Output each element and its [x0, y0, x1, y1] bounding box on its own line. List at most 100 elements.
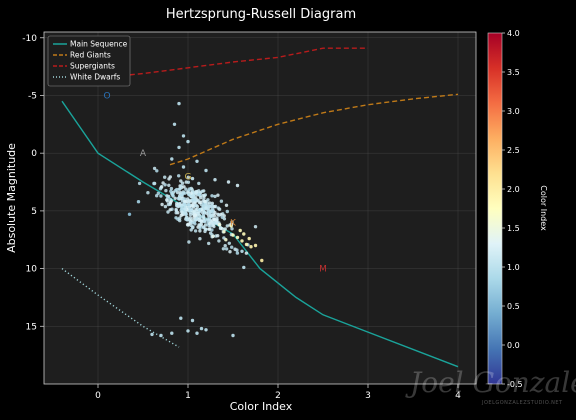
star-point — [213, 178, 217, 182]
star-point — [191, 203, 195, 207]
colorbar-tick-label: 1.0 — [507, 263, 520, 272]
star-point — [178, 218, 182, 223]
star-point — [137, 181, 142, 186]
x-axis: 0 1 2 3 4 — [95, 384, 461, 401]
star-point — [171, 194, 175, 198]
star-point — [210, 221, 214, 226]
star-point — [180, 193, 184, 197]
star-point — [216, 234, 220, 238]
colorbar-tick-label: 1.5 — [507, 224, 520, 233]
colorbar-tick-label: 2.5 — [507, 146, 520, 155]
star-point — [193, 200, 197, 205]
colorbar-ticks: -0.5 0.0 0.5 1.0 1.5 2.0 2.5 3.0 3.5 4.0 — [502, 29, 523, 389]
star-point — [199, 326, 204, 331]
star-point — [244, 251, 249, 255]
star-point — [190, 176, 195, 181]
star-point — [207, 201, 212, 205]
star-point — [193, 229, 198, 233]
legend-label-main-sequence: Main Sequence — [70, 40, 128, 49]
star-point — [198, 237, 202, 241]
star-point — [198, 223, 202, 227]
plot-background — [44, 32, 476, 384]
star-point — [176, 204, 181, 209]
plot-frame — [43, 31, 477, 385]
star-point — [166, 210, 170, 214]
x-tick-label: 2 — [275, 391, 281, 401]
star-point — [202, 189, 206, 193]
star-point — [180, 205, 184, 209]
star-point — [174, 216, 178, 220]
star-point — [249, 245, 253, 249]
spectral-label-m: M — [319, 265, 327, 275]
colorbar-tick-label: 3.5 — [507, 68, 520, 77]
x-tick-label: 0 — [95, 391, 101, 401]
star-point — [219, 199, 224, 203]
star-point — [183, 207, 187, 211]
star-point — [253, 225, 258, 229]
colorbar-label: Color Index — [539, 185, 548, 231]
series-line-supergiants — [97, 47, 368, 79]
spectral-label-a: A — [140, 149, 147, 159]
star-point — [193, 198, 197, 202]
star-point — [187, 187, 192, 191]
star-point — [203, 199, 207, 204]
star-point — [220, 227, 224, 231]
star-point — [182, 185, 186, 189]
star-point — [160, 185, 164, 189]
y-tick-label: -5 — [28, 91, 37, 101]
star-point — [168, 208, 172, 212]
chart-title: Hertzsprung-Russell Diagram — [166, 7, 356, 22]
star-point — [206, 198, 210, 202]
star-point — [163, 175, 167, 179]
colorbar-tick-label: 0.0 — [507, 341, 520, 350]
y-tick-label: 0 — [31, 149, 37, 159]
star-point — [187, 222, 191, 226]
star-point — [209, 224, 213, 228]
star-point — [195, 331, 199, 335]
star-point — [183, 191, 187, 195]
star-point — [210, 194, 214, 198]
star-point — [181, 165, 186, 169]
star-point — [235, 248, 239, 252]
star-point — [235, 183, 240, 188]
star-point — [179, 316, 183, 320]
star-point — [179, 184, 183, 188]
star-point — [190, 218, 194, 222]
star-point — [224, 238, 228, 242]
colorbar-tick-label: 3.0 — [507, 107, 520, 116]
star-point — [204, 168, 208, 173]
star-point — [204, 206, 208, 210]
y-tick-label: 15 — [26, 322, 37, 332]
watermark-subtext: JOELGONZALEZSTUDIO.NET — [481, 400, 563, 406]
star-point — [206, 218, 211, 223]
star-point — [242, 265, 246, 270]
star-point — [224, 203, 229, 207]
star-point — [172, 122, 177, 127]
star-point — [159, 333, 163, 338]
y-axis-label: Absolute Magnitude — [5, 143, 18, 253]
star-point — [191, 225, 195, 229]
star-point — [152, 181, 156, 186]
star-point — [177, 187, 181, 191]
colorbar-tick-label: 0.5 — [507, 302, 520, 311]
star-point — [197, 208, 202, 212]
star-point — [197, 193, 201, 197]
star-point — [152, 166, 157, 171]
star-point — [187, 240, 191, 244]
y-tick-label: 5 — [31, 207, 37, 217]
star-point — [184, 216, 189, 220]
star-point — [197, 199, 201, 203]
spectral-annotations: O A G K M — [103, 91, 326, 274]
star-point — [247, 236, 251, 241]
star-point — [186, 139, 190, 144]
star-point — [197, 181, 201, 186]
star-point — [186, 197, 190, 201]
star-point — [240, 249, 244, 253]
star-point — [217, 207, 222, 211]
star-point — [155, 169, 159, 173]
star-point — [224, 247, 229, 251]
star-point — [190, 318, 195, 323]
star-point — [156, 191, 160, 195]
reference-lines — [61, 47, 459, 368]
star-point — [208, 231, 213, 235]
